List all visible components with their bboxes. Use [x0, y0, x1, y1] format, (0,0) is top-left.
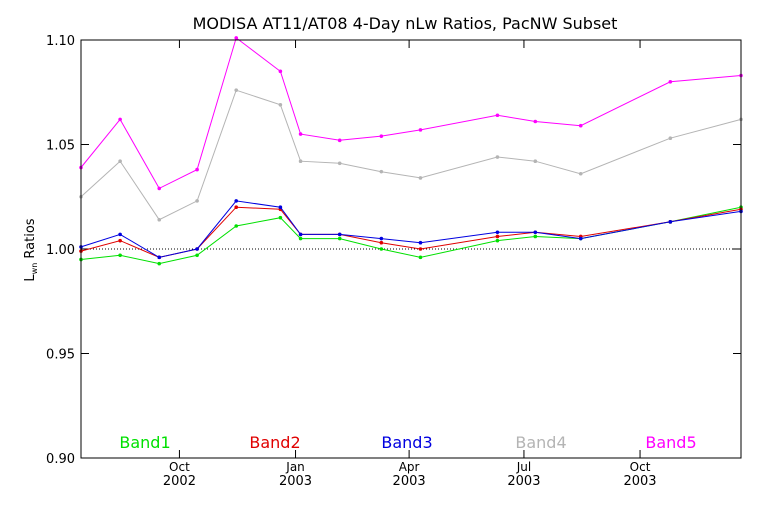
data-point-band4 — [533, 159, 538, 164]
y-axis-label: Lwn Ratios — [23, 218, 39, 281]
data-point-band3 — [278, 205, 283, 209]
y-axis-label-rest: Ratios — [23, 218, 38, 263]
series-line-band2 — [80, 206, 742, 258]
data-point-band5 — [278, 69, 283, 74]
legend: Band1 Band2 Band3 Band4 Band5 — [119, 433, 696, 452]
data-point-band5 — [157, 186, 162, 191]
data-point-band1 — [157, 261, 162, 266]
legend-band5: Band5 — [645, 433, 696, 452]
data-point-band3 — [379, 236, 384, 241]
x-tick-year: 2003 — [507, 474, 540, 489]
data-point-band4 — [418, 176, 423, 180]
data-point-band4 — [195, 199, 199, 203]
data-point-band5 — [298, 132, 303, 136]
data-point-band4 — [157, 217, 162, 222]
data-point-band1 — [533, 234, 538, 239]
y-tick-label: 0.95 — [46, 348, 75, 363]
data-point-band3 — [118, 232, 122, 237]
data-point-band2 — [418, 247, 423, 251]
x-tick-month: Jan — [285, 460, 305, 474]
data-point-band1 — [234, 224, 239, 228]
data-point-band3 — [578, 236, 583, 241]
data-point-band4 — [298, 159, 303, 164]
data-point-band4 — [118, 159, 122, 164]
x-tick-month: Oct — [169, 460, 190, 474]
x-tick-year: 2003 — [279, 474, 312, 489]
data-point-band3 — [495, 230, 500, 235]
y-tick-label: 0.90 — [46, 452, 75, 467]
data-point-band3 — [668, 220, 673, 224]
data-point-band3 — [533, 230, 538, 235]
x-tick-year: 2003 — [393, 474, 426, 489]
data-point-band4 — [578, 171, 583, 176]
data-point-band1 — [118, 253, 122, 258]
data-point-band3 — [157, 255, 162, 260]
x-tick-month: Jul — [516, 460, 531, 474]
chart-title: MODISA AT11/AT08 4-Day nLw Ratios, PacNW… — [193, 14, 618, 33]
y-tick-label: 1.10 — [46, 34, 75, 49]
data-point-band1 — [495, 238, 500, 243]
data-point-band3 — [418, 240, 423, 245]
y-tick-label: 1.00 — [46, 243, 75, 258]
series-lines — [79, 36, 743, 266]
data-point-band4 — [278, 102, 283, 107]
y-ticks: 0.90 0.95 1.00 1.05 1.10 — [46, 34, 741, 467]
data-point-band3 — [337, 232, 342, 237]
data-point-band3 — [234, 199, 239, 203]
data-point-band4 — [337, 161, 342, 166]
x-tick-year: 2002 — [163, 474, 196, 489]
data-point-band5 — [495, 113, 500, 118]
data-point-band1 — [278, 215, 283, 220]
data-point-band1 — [418, 255, 423, 260]
data-point-band5 — [337, 138, 342, 143]
data-point-band3 — [195, 247, 199, 251]
data-point-band1 — [379, 247, 384, 251]
data-point-band2 — [118, 238, 122, 243]
data-point-band4 — [495, 155, 500, 159]
data-point-band3 — [298, 232, 303, 237]
data-point-band4 — [668, 136, 673, 141]
data-point-band1 — [195, 253, 199, 258]
series-line-band4 — [80, 89, 742, 221]
x-tick-month: Apr — [399, 460, 420, 474]
data-point-band5 — [195, 167, 199, 172]
data-point-band4 — [234, 88, 239, 92]
series-line-band5 — [80, 37, 742, 190]
data-point-band1 — [298, 236, 303, 241]
plot-frame — [80, 39, 742, 459]
data-point-band5 — [379, 134, 384, 138]
data-point-band5 — [234, 36, 239, 40]
data-point-band2 — [234, 205, 239, 209]
series-line-band1 — [80, 206, 742, 265]
x-tick-month: Oct — [630, 460, 651, 474]
data-point-band5 — [668, 80, 673, 84]
data-point-band5 — [418, 128, 423, 132]
legend-band1: Band1 — [119, 433, 170, 452]
data-point-band2 — [495, 234, 500, 239]
legend-band4: Band4 — [515, 433, 566, 452]
data-point-band2 — [379, 240, 384, 245]
legend-band2: Band2 — [249, 433, 300, 452]
y-tick-label: 1.05 — [46, 139, 75, 154]
data-point-band5 — [118, 117, 122, 122]
y-axis-label-subscript: wn — [30, 263, 39, 275]
data-point-band5 — [578, 123, 583, 128]
data-point-band5 — [533, 119, 538, 124]
legend-band3: Band3 — [381, 433, 432, 452]
data-point-band4 — [379, 169, 384, 174]
data-point-band1 — [337, 236, 342, 241]
x-tick-year: 2003 — [623, 474, 656, 489]
